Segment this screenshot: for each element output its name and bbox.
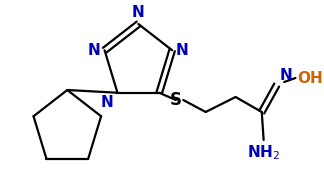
Text: N: N <box>101 95 114 110</box>
Text: N: N <box>280 68 292 83</box>
Text: OH: OH <box>297 70 323 86</box>
Text: N: N <box>88 43 101 58</box>
Text: S: S <box>170 91 182 109</box>
Text: NH$_2$: NH$_2$ <box>247 143 280 162</box>
Text: N: N <box>132 5 145 20</box>
Text: N: N <box>176 43 189 58</box>
